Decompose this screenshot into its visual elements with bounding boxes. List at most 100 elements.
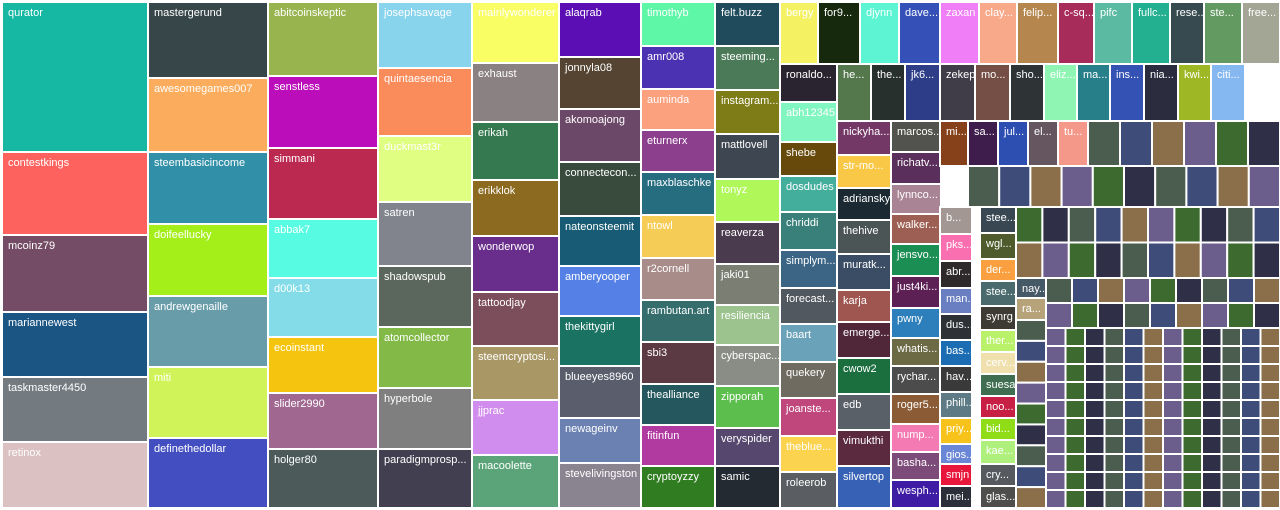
treemap-small-tile[interactable] (1097, 302, 1125, 329)
treemap-tile[interactable] (640, 257, 716, 301)
treemap-small-tile[interactable] (1084, 363, 1106, 383)
treemap-tile[interactable] (714, 304, 781, 346)
treemap-small-tile[interactable] (1123, 489, 1145, 509)
treemap-tile[interactable] (939, 485, 973, 509)
treemap-tile[interactable] (890, 337, 942, 367)
treemap-small-tile[interactable] (1084, 453, 1106, 473)
treemap-small-tile[interactable] (1259, 345, 1280, 365)
treemap-small-tile[interactable] (1045, 327, 1067, 347)
treemap-small-tile[interactable] (1064, 381, 1086, 401)
treemap-tile[interactable] (836, 219, 892, 255)
treemap-tile[interactable] (471, 399, 560, 456)
treemap-tile[interactable] (1169, 1, 1205, 65)
treemap-small-tile[interactable] (1142, 453, 1164, 473)
treemap-tile[interactable] (377, 387, 473, 450)
treemap-tile[interactable] (471, 454, 560, 509)
treemap-tile[interactable] (779, 471, 838, 509)
treemap-small-tile[interactable] (1220, 345, 1242, 365)
treemap-small-tile[interactable] (1123, 381, 1145, 401)
treemap-small-tile[interactable] (1015, 423, 1047, 447)
treemap-small-tile[interactable] (1201, 453, 1223, 473)
treemap-small-tile[interactable] (1071, 302, 1099, 329)
treemap-tile[interactable] (640, 1, 716, 47)
treemap-small-tile[interactable] (1123, 327, 1145, 347)
treemap-tile[interactable] (779, 101, 838, 143)
treemap-tile[interactable] (890, 243, 942, 277)
treemap-small-tile[interactable] (1220, 327, 1242, 347)
treemap-small-tile[interactable] (1015, 486, 1047, 510)
treemap-small-tile[interactable] (1045, 302, 1073, 329)
treemap-tile[interactable] (939, 63, 976, 122)
treemap-small-tile[interactable] (1220, 363, 1242, 383)
treemap-tile[interactable] (714, 344, 781, 387)
treemap-small-tile[interactable] (1201, 417, 1223, 437)
treemap-small-tile[interactable] (1220, 381, 1242, 401)
treemap-tile[interactable] (714, 45, 781, 91)
treemap-small-tile[interactable] (1041, 206, 1070, 244)
treemap-tile[interactable] (640, 88, 716, 131)
treemap-tile[interactable] (147, 437, 269, 509)
treemap-small-tile[interactable] (1084, 399, 1106, 419)
treemap-small-tile[interactable] (1064, 363, 1086, 383)
treemap-small-tile[interactable] (1201, 489, 1223, 509)
treemap-small-tile[interactable] (967, 165, 1001, 208)
treemap-small-tile[interactable] (1084, 381, 1106, 401)
treemap-small-tile[interactable] (1015, 241, 1044, 279)
treemap-tile[interactable] (1241, 1, 1280, 65)
treemap-small-tile[interactable] (1149, 277, 1177, 304)
treemap-small-tile[interactable] (1147, 206, 1176, 244)
treemap-small-tile[interactable] (1162, 363, 1184, 383)
treemap-small-tile[interactable] (1015, 444, 1047, 468)
treemap-small-tile[interactable] (1220, 471, 1242, 491)
treemap-small-tile[interactable] (1064, 489, 1086, 509)
treemap-tile[interactable] (817, 1, 861, 65)
treemap-small-tile[interactable] (1041, 241, 1070, 279)
treemap-small-tile[interactable] (1123, 453, 1145, 473)
treemap-tile[interactable] (779, 361, 838, 399)
treemap-small-tile[interactable] (1045, 489, 1067, 509)
treemap-small-tile[interactable] (1240, 345, 1262, 365)
treemap-small-tile[interactable] (1201, 471, 1223, 491)
treemap-tile[interactable] (939, 206, 973, 235)
treemap-small-tile[interactable] (1220, 489, 1242, 509)
treemap-small-tile[interactable] (1064, 435, 1086, 455)
treemap-tile[interactable] (836, 393, 892, 431)
treemap-small-tile[interactable] (1064, 345, 1086, 365)
treemap-tile[interactable] (1, 1, 149, 153)
treemap-small-tile[interactable] (1162, 471, 1184, 491)
treemap-small-tile[interactable] (1097, 277, 1125, 304)
treemap-small-tile[interactable] (998, 165, 1032, 208)
treemap-small-tile[interactable] (1084, 435, 1106, 455)
treemap-tile[interactable] (1109, 63, 1145, 122)
treemap-small-tile[interactable] (1123, 417, 1145, 437)
treemap-small-tile[interactable] (1162, 345, 1184, 365)
treemap-tile[interactable] (859, 1, 900, 65)
treemap-tile[interactable] (1016, 1, 1059, 65)
treemap-small-tile[interactable] (1240, 417, 1262, 437)
treemap-small-tile[interactable] (1103, 363, 1125, 383)
treemap-small-tile[interactable] (1045, 435, 1067, 455)
treemap-tile[interactable] (558, 365, 642, 419)
treemap-tile[interactable] (890, 423, 942, 453)
treemap-small-tile[interactable] (1015, 381, 1047, 405)
treemap-small-tile[interactable] (1103, 381, 1125, 401)
treemap-small-tile[interactable] (1045, 345, 1067, 365)
treemap-small-tile[interactable] (1173, 206, 1202, 244)
treemap-small-tile[interactable] (1142, 489, 1164, 509)
treemap-small-tile[interactable] (1240, 471, 1262, 491)
treemap-small-tile[interactable] (1215, 120, 1249, 167)
treemap-small-tile[interactable] (1120, 241, 1149, 279)
treemap-small-tile[interactable] (1029, 165, 1063, 208)
treemap-small-tile[interactable] (1103, 453, 1125, 473)
treemap-small-tile[interactable] (1175, 277, 1203, 304)
treemap-small-tile[interactable] (1220, 399, 1242, 419)
treemap-tile[interactable] (939, 417, 973, 445)
treemap-small-tile[interactable] (1181, 327, 1203, 347)
treemap-small-tile[interactable] (1045, 453, 1067, 473)
treemap-small-tile[interactable] (1084, 471, 1106, 491)
treemap-tile[interactable] (870, 63, 906, 122)
treemap-tile[interactable] (1, 234, 149, 313)
treemap-tile[interactable] (779, 323, 838, 363)
treemap-small-tile[interactable] (1201, 381, 1223, 401)
treemap-small-tile[interactable] (1201, 345, 1223, 365)
